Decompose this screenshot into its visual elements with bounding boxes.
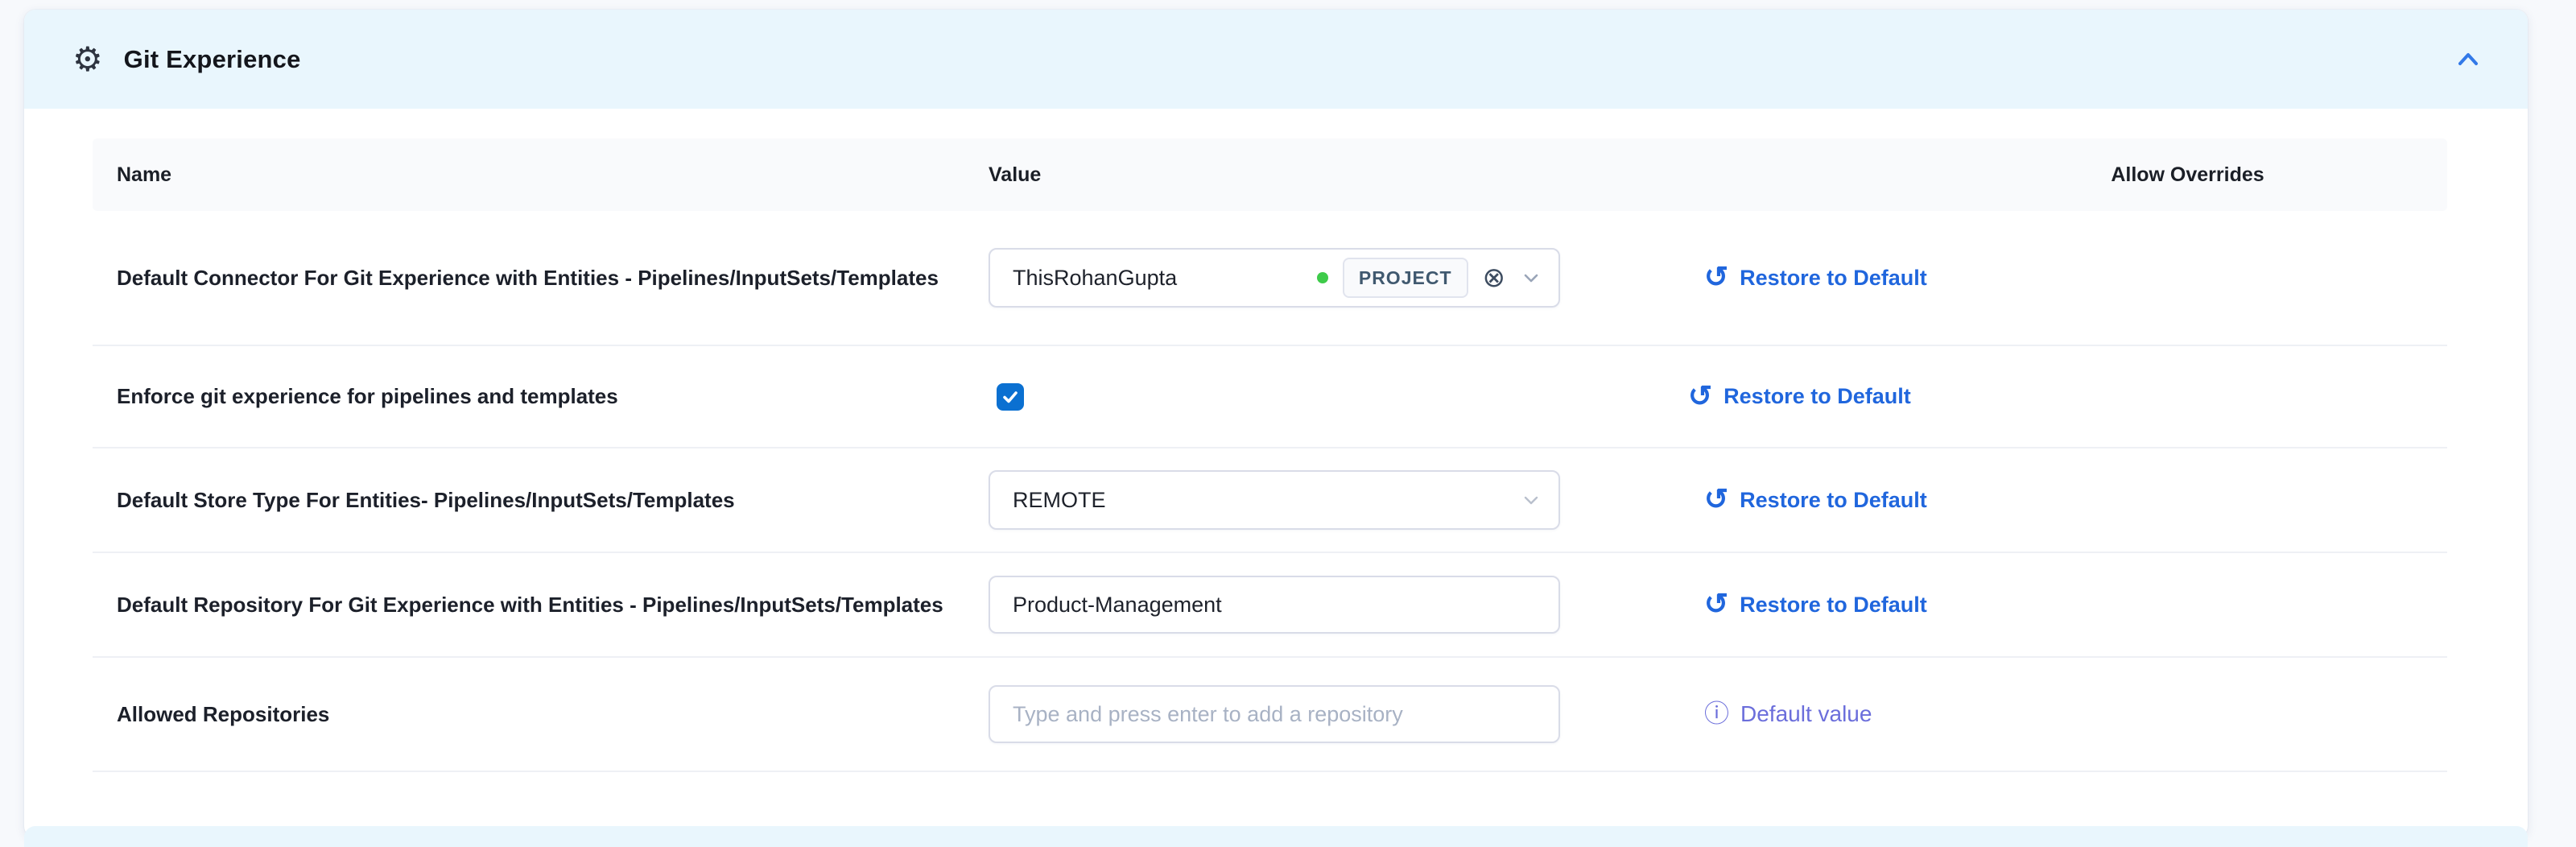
setting-label-default-store-type: Default Store Type For Entities- Pipelin… (117, 487, 735, 512)
allowed-repositories-input[interactable] (989, 685, 1560, 743)
info-icon (1704, 702, 1729, 727)
enforce-git-checkbox[interactable] (997, 382, 1024, 411)
restore-to-default-button[interactable]: Restore to Default (1704, 263, 1927, 292)
settings-table: Name Value Allow Overrides Default Conne… (93, 138, 2447, 772)
circle-x-icon[interactable] (1483, 264, 1506, 291)
connector-status-dot (1316, 272, 1328, 283)
chevron-down-icon (1524, 496, 1538, 505)
gear-icon (72, 43, 103, 76)
git-experience-section-card: Git Experience Name Value Allow Override… (24, 10, 2528, 837)
restore-icon (1688, 382, 1712, 411)
column-header-value: Value (989, 163, 1042, 186)
table-header-row: Name Value Allow Overrides (93, 138, 2447, 211)
restore-icon (1704, 263, 1728, 292)
table-row: Enforce git experience for pipelines and… (93, 346, 2447, 448)
checkmark-icon (1003, 390, 1018, 403)
store-type-value: REMOTE (1013, 487, 1106, 512)
store-type-select[interactable]: REMOTE (989, 470, 1560, 530)
default-connector-select[interactable]: ThisRohanGupta PROJECT (989, 248, 1560, 308)
setting-label-enforce-git: Enforce git experience for pipelines and… (117, 384, 618, 408)
chevron-down-icon[interactable] (1520, 266, 1542, 289)
scope-badge: PROJECT (1342, 258, 1468, 298)
restore-to-default-button[interactable]: Restore to Default (1704, 590, 1927, 619)
table-row: Default Connector For Git Experience wit… (93, 211, 2447, 346)
collapse-section-button[interactable] (2446, 37, 2491, 82)
chevron-up-icon (2458, 52, 2478, 65)
section-header[interactable]: Git Experience (24, 10, 2528, 109)
table-row: Allowed Repositories Default value (93, 658, 2447, 772)
restore-to-default-button[interactable]: Restore to Default (1704, 485, 1927, 514)
section-title: Git Experience (123, 44, 301, 73)
column-header-name: Name (117, 163, 172, 186)
restore-icon (1704, 590, 1728, 619)
next-section-header[interactable] (24, 826, 2528, 847)
setting-label-default-connector: Default Connector For Git Experience wit… (117, 265, 939, 290)
default-value-indicator[interactable]: Default value (1704, 701, 1872, 727)
table-row: Default Repository For Git Experience wi… (93, 553, 2447, 658)
default-repository-input[interactable] (989, 576, 1560, 634)
restore-to-default-button[interactable]: Restore to Default (1688, 382, 1911, 411)
table-row: Default Store Type For Entities- Pipelin… (93, 448, 2447, 553)
restore-icon (1704, 485, 1728, 514)
setting-label-allowed-repositories: Allowed Repositories (117, 701, 330, 726)
column-header-allow-overrides: Allow Overrides (2111, 163, 2264, 186)
connector-value: ThisRohanGupta (1013, 265, 1178, 290)
setting-label-default-repository: Default Repository For Git Experience wi… (117, 592, 943, 617)
